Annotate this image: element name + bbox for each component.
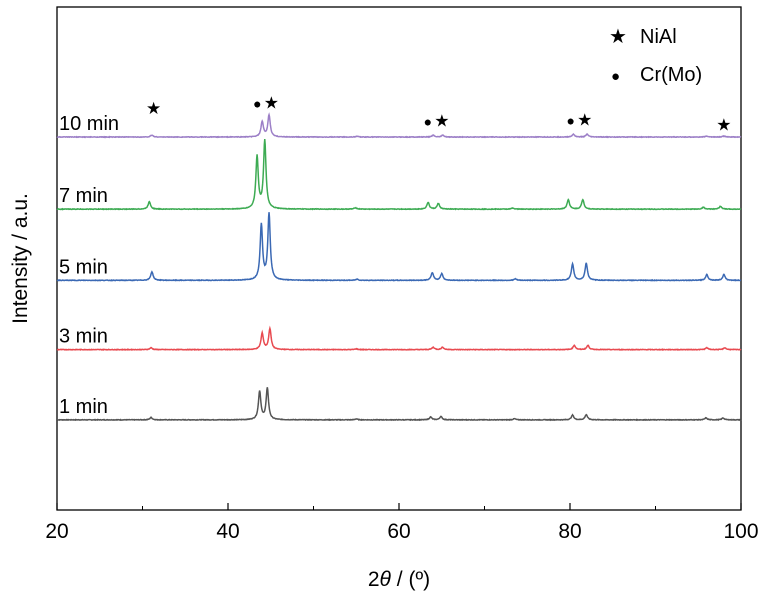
series-group: 1 min 3 min 5 min 7 min 10 min <box>56 112 742 422</box>
x-axis-label: 2θ / (º) <box>368 568 430 591</box>
crmo-marker: ● <box>424 114 432 130</box>
y-axis-label: Intensity / a.u. <box>9 193 32 324</box>
legend: ★ NiAl ● Cr(Mo) <box>609 26 702 86</box>
nial-marker: ★ <box>434 112 449 131</box>
series-label: 5 min <box>59 256 108 278</box>
legend-label-nial: NiAl <box>640 26 677 48</box>
x-axis: 20 40 60 80 100 <box>45 503 759 543</box>
x-axis-label-unit: / (º) <box>391 568 430 591</box>
series-label: 3 min <box>59 326 108 348</box>
x-tick-label: 80 <box>558 520 581 543</box>
series-line-10-min <box>56 112 742 139</box>
legend-label-crmo: Cr(Mo) <box>640 64 702 86</box>
series-line-1-min <box>56 387 742 422</box>
legend-symbol-crmo: ● <box>611 68 620 85</box>
nial-marker: ★ <box>577 111 592 130</box>
crmo-marker: ● <box>566 113 574 129</box>
x-tick-label: 60 <box>387 520 410 543</box>
nial-marker: ★ <box>716 115 731 134</box>
peak-annotations: ★ ● ★● ★ ● ★ ★ <box>146 94 732 135</box>
x-tick-label: 100 <box>723 520 758 543</box>
x-tick-label: 40 <box>216 520 239 543</box>
series-line-3-min <box>56 325 742 352</box>
series-label: 10 min <box>59 113 119 135</box>
x-tick-label: 20 <box>45 520 68 543</box>
crmo-marker: ● <box>253 96 261 112</box>
series-line-5-min <box>56 212 742 282</box>
legend-symbol-nial: ★ <box>609 26 627 48</box>
series-label: 7 min <box>59 185 108 207</box>
nial-marker: ★ <box>146 99 161 118</box>
x-axis-label-prefix: 2 <box>368 568 380 591</box>
plot-frame <box>56 6 742 511</box>
x-axis-label-theta: θ <box>380 568 392 591</box>
series-line-7-min <box>56 139 742 211</box>
nial-marker: ★ <box>264 94 279 113</box>
series-label: 1 min <box>59 396 108 418</box>
